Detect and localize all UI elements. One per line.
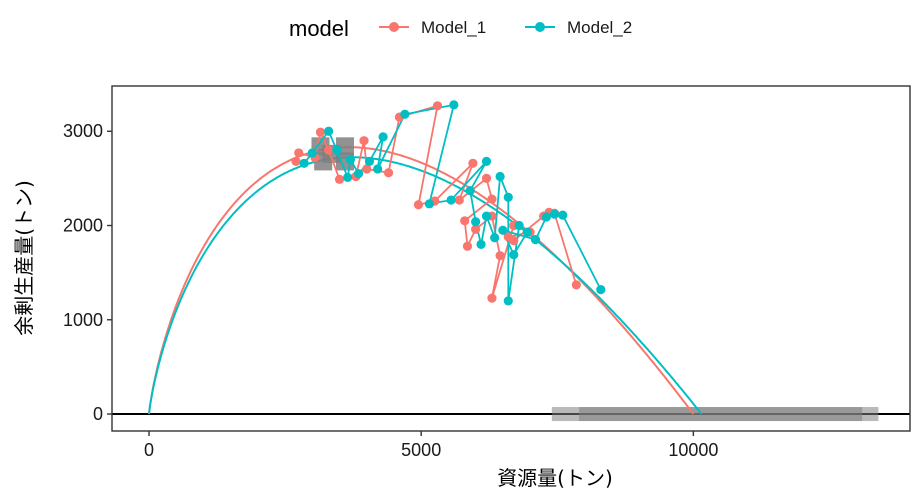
legend-label: Model_2 — [567, 18, 632, 37]
series-2-point-18 — [476, 239, 486, 249]
series-2-point-8 — [364, 156, 375, 167]
series-1-point-24 — [487, 293, 497, 303]
legend-title: model — [289, 16, 349, 41]
x-tick-label-1: 0 — [144, 440, 154, 460]
series-2-point-31 — [558, 210, 568, 220]
series-2-point-5 — [343, 172, 353, 183]
x-tick-label-3: 10000 — [668, 440, 718, 460]
y-tick-label-4: 3000 — [63, 121, 103, 141]
legend-key-point — [389, 22, 399, 32]
series-2-point-29 — [541, 212, 551, 222]
legend-item-model-1: Model_1 — [379, 18, 486, 37]
series-1-point-19 — [460, 216, 470, 226]
panel-border — [111, 85, 911, 432]
series-2-point-13 — [424, 199, 434, 209]
series-2-point-10 — [373, 164, 383, 174]
series-2-point-30 — [549, 209, 560, 219]
x-axis-title: 資源量(トン) — [497, 466, 613, 490]
series-2-point-28 — [530, 235, 541, 245]
series-1-point-9 — [362, 164, 372, 174]
legend-item-model-2: Model_2 — [525, 18, 632, 37]
series-1-point-4 — [315, 127, 326, 137]
legend-items: Model_1 Model_2 — [379, 18, 632, 37]
series-1-point-21 — [471, 224, 481, 234]
y-tick-label-3: 2000 — [63, 216, 103, 236]
series-1-point-17 — [481, 173, 492, 183]
x-axis: 0 5000 10000 — [144, 431, 718, 460]
series-2-point-3 — [324, 126, 334, 136]
series-1-point-1 — [291, 156, 301, 167]
series-2-point-32 — [596, 285, 606, 295]
y-tick-label-2: 1000 — [63, 310, 103, 330]
series-2-point-15 — [481, 156, 492, 167]
series-2-point-11 — [400, 109, 410, 119]
series-1-point-13 — [413, 200, 424, 210]
series-2-point-7 — [353, 169, 364, 179]
series-2-point-16 — [465, 186, 475, 196]
series-2-point-4 — [332, 145, 342, 155]
series-2-point-12 — [449, 100, 459, 110]
y-tick-label-1: 0 — [93, 404, 103, 424]
series-1-point-8 — [359, 136, 369, 146]
series-2-point-19 — [481, 211, 492, 221]
gray-interval-bar-2 — [579, 407, 863, 422]
series-1-point-6 — [334, 174, 345, 184]
series-2-point-17 — [471, 217, 481, 227]
legend-key-point — [535, 22, 545, 32]
series-1-point-5 — [324, 145, 334, 155]
production-curve-2 — [148, 156, 703, 415]
series-1-point-12 — [432, 101, 443, 111]
series-2-point-27 — [498, 225, 508, 235]
series-1-point-28 — [509, 235, 519, 246]
series-2-point-26 — [509, 250, 519, 260]
series-2-point-22 — [503, 192, 513, 202]
series-2-point-9 — [378, 132, 388, 142]
legend: model Model_1 Model_2 — [289, 16, 632, 41]
plot-area — [112, 100, 910, 422]
series-2-point-1 — [299, 158, 309, 168]
series-1-point-15 — [468, 158, 478, 168]
series-1-point-32 — [571, 280, 581, 290]
y-axis-title: 余剰生産量(トン) — [12, 180, 36, 336]
series-2-point-14 — [446, 195, 456, 205]
series-1-point-2 — [294, 148, 304, 158]
x-tick-label-2: 5000 — [401, 440, 441, 460]
series-2-point-6 — [345, 154, 356, 165]
series-1-point-16 — [454, 195, 464, 205]
legend-label: Model_1 — [421, 18, 486, 37]
series-2-point-25 — [522, 227, 532, 237]
series-1-point-20 — [462, 241, 473, 251]
series-2-point-23 — [503, 296, 513, 306]
series-1-point-18 — [487, 194, 497, 204]
series-2-point-21 — [495, 171, 505, 182]
y-axis: 0 1000 2000 3000 — [63, 121, 112, 424]
series-2-point-20 — [490, 233, 500, 243]
series-2-point-2 — [307, 148, 317, 158]
series-1-point-23 — [495, 251, 505, 261]
series-2-point-24 — [514, 220, 524, 231]
series-1-point-10 — [383, 168, 394, 178]
